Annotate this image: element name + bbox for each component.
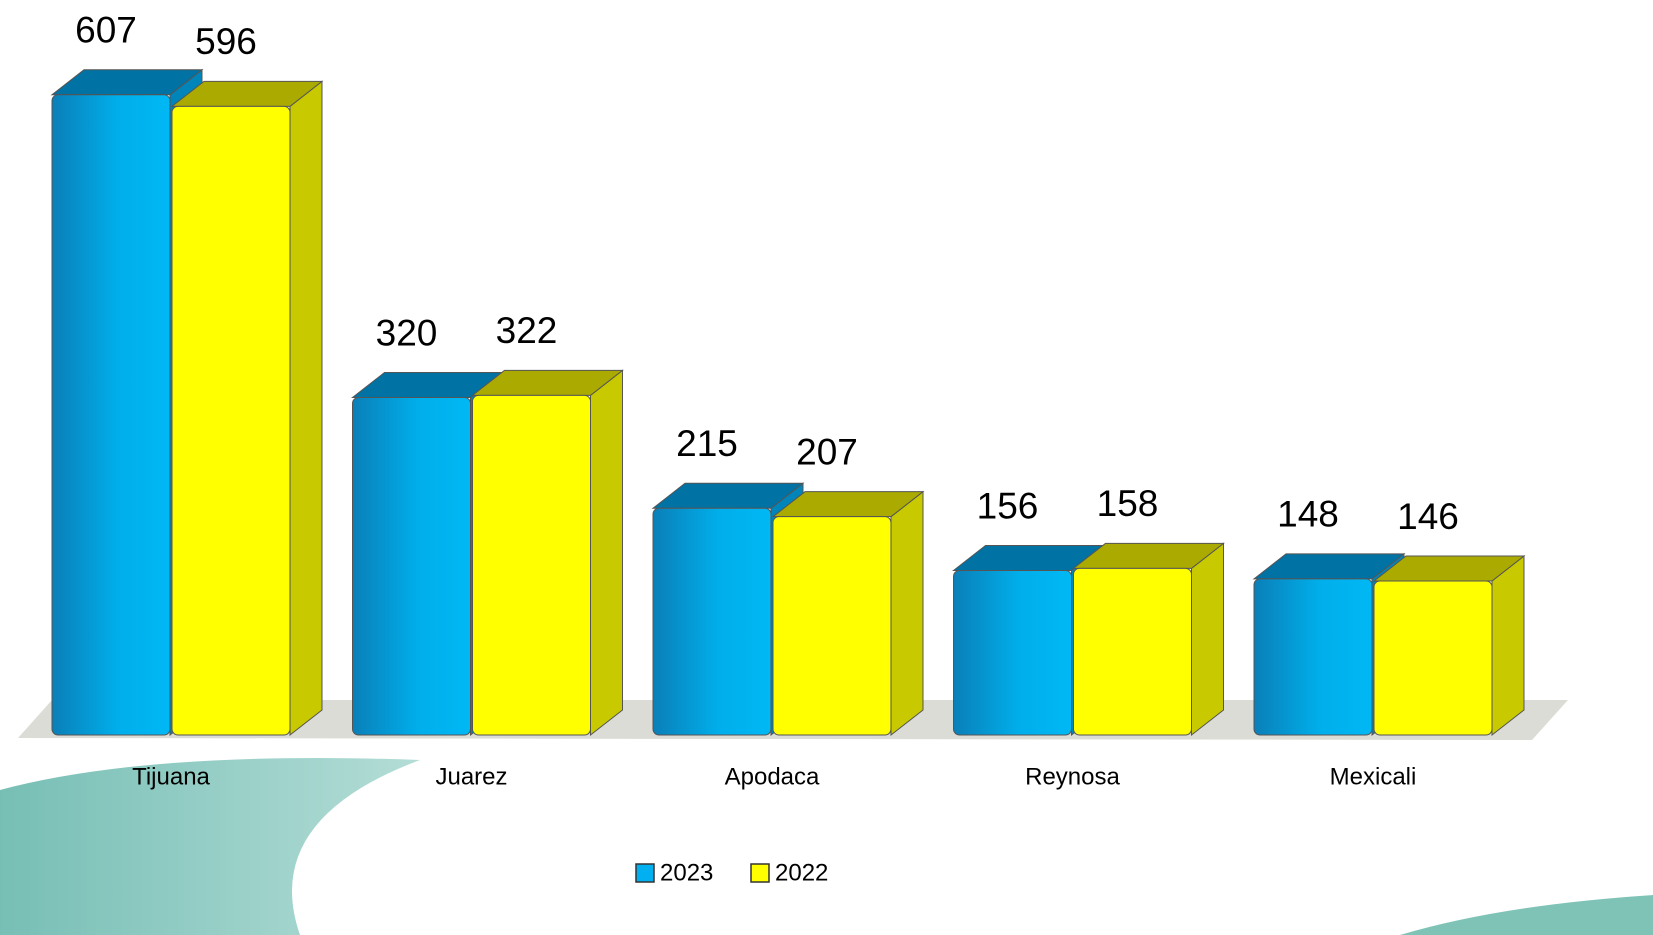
bar	[772, 516, 892, 736]
legend-label: 2023	[660, 859, 713, 886]
x-tick-label: Tijuana	[132, 763, 210, 790]
bar	[472, 394, 591, 736]
data-label: 322	[496, 310, 558, 351]
data-label: 215	[676, 423, 738, 464]
data-label: 607	[75, 10, 137, 51]
background-swoosh	[1400, 895, 1653, 935]
bar-side	[289, 80, 323, 737]
plot: 607 596 Tijuana 320 322 Juarez 215 207 Apodaca 15…	[50, 10, 1526, 790]
data-label: 207	[796, 431, 858, 472]
bar	[1373, 580, 1493, 736]
x-tick-label: Reynosa	[1025, 763, 1120, 790]
data-label: 320	[376, 312, 438, 353]
bar-side	[1491, 554, 1525, 737]
x-tick-label: Juarez	[435, 763, 507, 790]
bar-side	[890, 490, 924, 737]
data-label: 148	[1277, 494, 1339, 535]
bar-side	[590, 369, 623, 737]
data-label: 146	[1397, 496, 1459, 537]
bar	[51, 94, 171, 736]
data-label: 596	[195, 21, 257, 62]
bar-side	[1191, 542, 1224, 737]
legend-label: 2022	[775, 859, 828, 886]
bar	[1073, 567, 1192, 736]
bar	[352, 397, 471, 736]
data-label: 158	[1097, 483, 1159, 524]
data-label: 156	[977, 485, 1039, 526]
x-tick-label: Apodaca	[725, 763, 820, 790]
bar	[652, 507, 772, 736]
x-tick-label: Mexicali	[1330, 763, 1417, 790]
legend-swatch	[750, 863, 770, 883]
bar	[953, 569, 1072, 736]
legend-swatch	[635, 863, 655, 883]
bar	[171, 105, 291, 736]
bar	[1253, 578, 1373, 736]
background-swoosh	[0, 758, 420, 935]
